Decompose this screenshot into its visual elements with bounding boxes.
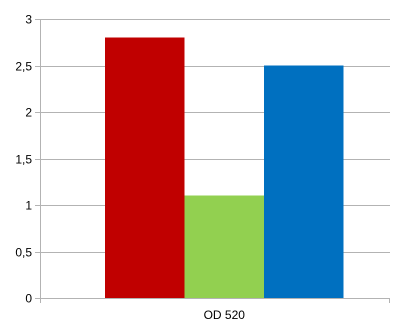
x-category-label: OD 520	[204, 308, 246, 322]
y-tick-label: 3	[25, 13, 32, 27]
y-tick-label: 1,5	[15, 153, 32, 167]
x-axis-category-labels: OD 520	[204, 308, 246, 322]
bars	[105, 37, 344, 298]
y-axis-tick-labels: 0 0,5 1 1,5 2 2,5 3	[15, 13, 32, 306]
y-tick-label: 2,5	[15, 60, 32, 74]
y-tick-label: 2	[25, 106, 32, 120]
y-tick-label: 0,5	[15, 246, 32, 260]
axes	[35, 19, 390, 303]
bar-series-1	[105, 37, 185, 298]
y-tick-label: 1	[25, 199, 32, 213]
y-tick-label: 0	[25, 292, 32, 306]
bar-series-3	[264, 65, 344, 298]
bar-series-2	[184, 195, 264, 298]
